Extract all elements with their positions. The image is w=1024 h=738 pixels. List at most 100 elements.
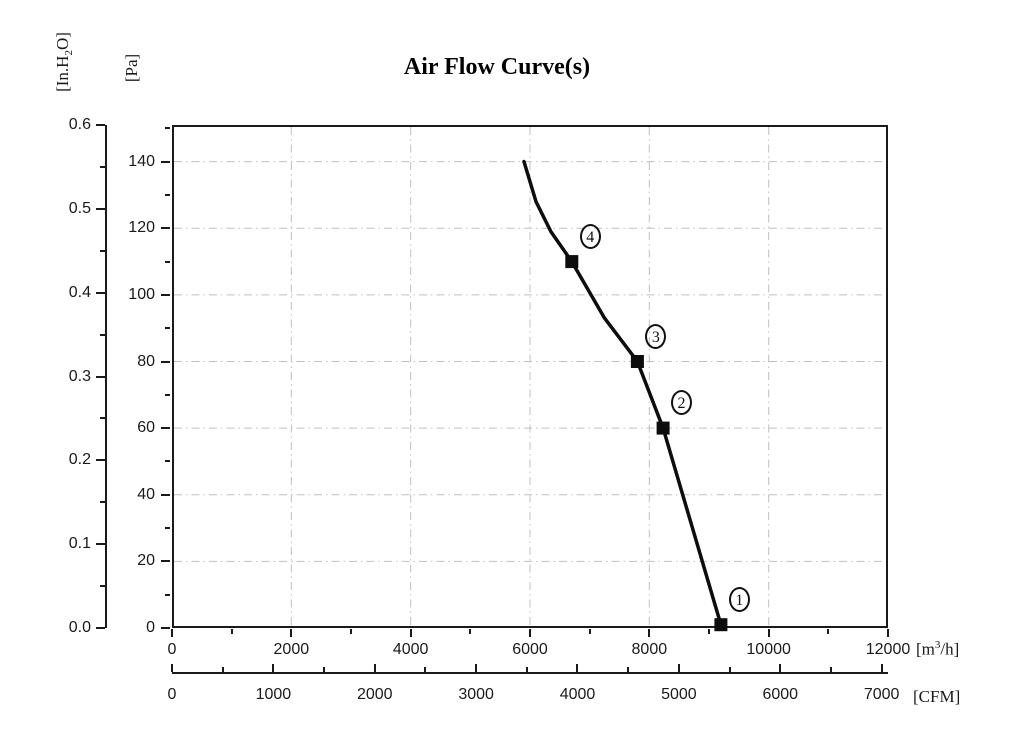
pa-major-tick [161, 293, 170, 296]
pa-minor-tick [165, 327, 170, 330]
m3h-minor-tick [350, 629, 352, 634]
pa-tick-label: 120 [128, 219, 155, 237]
inh2o-minor-tick [100, 501, 105, 504]
inh2o-minor-tick [100, 417, 105, 420]
inh2o-unit-prefix: [In.H [52, 55, 72, 92]
cfm-tick-label: 2000 [356, 686, 393, 703]
pa-unit-text: [Pa] [122, 53, 141, 83]
pa-minor-tick [165, 527, 170, 530]
pa-minor-tick [165, 593, 170, 596]
inh2o-major-tick [96, 375, 105, 378]
m3h-major-tick [648, 629, 651, 637]
m3h-minor-tick [588, 629, 591, 634]
m3h-tick-label: 0 [167, 641, 177, 658]
m3h-unit-superscript: 3 [934, 639, 941, 651]
inh2o-unit-subscript: 2 [63, 50, 76, 56]
m3h-major-tick [171, 629, 173, 637]
inh2o-unit-suffix: O] [52, 32, 72, 51]
point-label-1: 1 [728, 586, 750, 612]
inh2o-tick-label: 0.5 [68, 199, 91, 217]
inh2o-minor-tick [100, 333, 105, 336]
pa-minor-tick [165, 393, 170, 396]
pa-tick-label: 100 [128, 285, 155, 303]
m3h-unit-suffix: /h] [940, 639, 960, 659]
m3h-unit-prefix: [m [916, 639, 935, 659]
m3h-minor-tick [469, 629, 472, 634]
cfm-tick-label: 0 [167, 686, 177, 703]
cfm-axis-line [172, 672, 888, 674]
cfm-unit-text: [CFM] [913, 687, 961, 706]
cfm-tick-label: 4000 [559, 686, 596, 703]
pa-tick-label: 80 [137, 352, 155, 370]
cfm-tick-label: 5000 [661, 686, 697, 703]
m3h-minor-tick [827, 629, 830, 634]
inh2o-major-tick [96, 124, 105, 126]
m3h-tick-label: 12000 [865, 641, 911, 658]
m3h-minor-tick [230, 629, 233, 634]
m3h-tick-label: 10000 [746, 641, 791, 658]
cfm-minor-tick [627, 667, 630, 672]
cfm-major-tick [475, 664, 478, 672]
pa-major-tick [161, 160, 170, 163]
cfm-minor-tick [829, 667, 832, 672]
pa-tick-label: 0 [146, 619, 155, 636]
m3h-major-tick [887, 629, 889, 637]
x-axis-cfm-unit-label: [CFM] [913, 687, 960, 707]
cfm-tick-label: 6000 [762, 686, 799, 703]
y-axis-inh2o-unit-label: [In.H2O] [53, 32, 75, 92]
cfm-major-tick [880, 664, 883, 672]
point-label-2: 2 [671, 390, 693, 416]
inh2o-minor-tick [100, 585, 105, 588]
pa-minor-tick [165, 460, 170, 463]
x-axis-m3h-unit-label: [m3/h] [916, 639, 959, 660]
inh2o-major-tick [96, 459, 105, 462]
pa-tick-label: 40 [137, 485, 155, 503]
cfm-minor-tick [424, 667, 427, 672]
inh2o-major-tick [96, 207, 105, 210]
cfm-minor-tick [323, 667, 326, 672]
pa-minor-tick [165, 127, 170, 130]
data-point-marker-2 [656, 421, 670, 435]
pa-minor-tick [165, 260, 170, 263]
pa-major-tick [161, 360, 170, 363]
pa-tick-label: 60 [137, 419, 155, 437]
m3h-major-tick [409, 629, 412, 637]
m3h-major-tick [529, 629, 531, 637]
curve-plot-svg [172, 125, 888, 632]
cfm-major-tick [373, 664, 376, 672]
point-label-4: 4 [579, 223, 601, 249]
pa-major-tick [161, 227, 170, 230]
pa-major-tick [161, 493, 170, 496]
inh2o-minor-tick [100, 249, 105, 252]
cfm-major-tick [171, 664, 173, 672]
pa-tick-label: 20 [137, 552, 155, 570]
inh2o-major-tick [96, 627, 105, 629]
cfm-minor-tick [221, 667, 224, 672]
pa-major-tick [161, 560, 170, 563]
cfm-minor-tick [525, 667, 528, 672]
air-flow-curve [522, 159, 723, 627]
m3h-minor-tick [708, 629, 710, 634]
cfm-tick-label: 3000 [458, 686, 494, 703]
m3h-major-tick [290, 629, 293, 637]
m3h-tick-label: 8000 [631, 641, 668, 658]
m3h-tick-label: 4000 [392, 641, 429, 658]
cfm-tick-label: 1000 [255, 686, 292, 703]
inh2o-tick-label: 0.3 [68, 367, 91, 385]
chart-title: Air Flow Curve(s) [403, 54, 591, 80]
inh2o-tick-label: 0.0 [68, 619, 91, 636]
plot-area: 1 2 3 4 [172, 125, 888, 632]
m3h-tick-label: 6000 [512, 641, 548, 658]
data-point-marker-1 [714, 618, 728, 632]
pa-tick-label: 140 [128, 152, 155, 170]
data-point-marker-3 [630, 355, 644, 368]
inh2o-major-tick [96, 543, 105, 546]
cfm-major-tick [677, 664, 680, 672]
pa-major-tick [161, 627, 170, 629]
cfm-minor-tick [728, 667, 731, 672]
data-point-marker-4 [565, 255, 579, 269]
m3h-tick-label: 2000 [273, 641, 310, 658]
plot-frame [172, 125, 888, 628]
point-label-3: 3 [645, 323, 667, 349]
inh2o-tick-label: 0.6 [68, 116, 91, 133]
